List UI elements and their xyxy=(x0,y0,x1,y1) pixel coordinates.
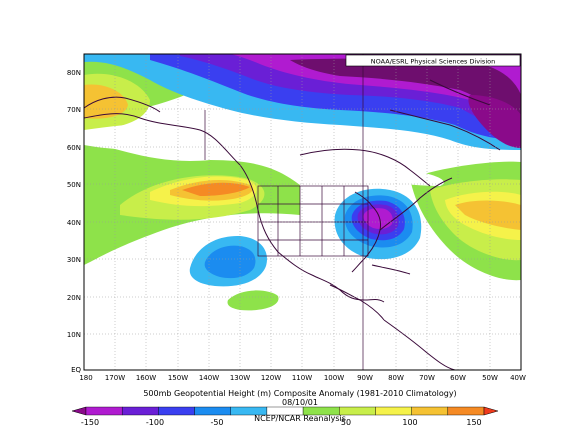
lon-tick-label: 60W xyxy=(450,374,466,382)
greenland-coastline xyxy=(429,79,491,106)
lon-tick-label: 80W xyxy=(388,374,404,382)
lon-tick-label: 180 xyxy=(79,374,92,382)
alaska-coastline xyxy=(84,96,161,113)
lat-tick-label: 20N xyxy=(67,294,81,302)
lat-tick-label: 60N xyxy=(67,144,81,152)
lon-tick-label: 70W xyxy=(419,374,435,382)
lon-tick-label: 110W xyxy=(292,374,312,382)
lon-tick-label: 160W xyxy=(136,374,156,382)
arctic-coastline xyxy=(389,109,501,151)
colorbar-swatch xyxy=(121,406,159,416)
map-title: 500mb Geopotential Height (m) Composite … xyxy=(143,389,456,398)
credit-text: NOAA/ESRL Physical Sciences Division xyxy=(371,58,495,66)
colorbar-swatch xyxy=(85,406,123,416)
lon-axis: 180 170W 160W 150W 140W 130W 120W 110W 1… xyxy=(79,374,526,382)
lon-tick-label: 50W xyxy=(482,374,498,382)
lat-tick-label: 10N xyxy=(67,331,81,339)
lon-tick-label: 40W xyxy=(510,374,526,382)
colorbar-swatch xyxy=(158,406,195,416)
lat-tick-label: 40N xyxy=(67,219,81,227)
graticule xyxy=(84,54,521,370)
negative-anomaly-low xyxy=(363,208,393,229)
colorbar-swatch xyxy=(375,406,412,416)
hudson-coastline xyxy=(299,148,431,187)
neutral-region xyxy=(300,162,444,186)
lon-tick-label: 120W xyxy=(261,374,281,382)
lon-tick-label: 100W xyxy=(324,374,344,382)
lon-tick-label: 170W xyxy=(105,374,125,382)
lon-tick-label: 130W xyxy=(230,374,250,382)
lat-tick-label: 50N xyxy=(67,181,81,189)
positive-anomaly-high xyxy=(182,182,250,196)
lon-tick-label: 150W xyxy=(168,374,188,382)
northeast-coastline xyxy=(379,177,453,231)
colorbar-swatch xyxy=(194,406,231,416)
lat-tick-label: 70N xyxy=(67,106,81,114)
colorbar-label: 150 xyxy=(466,418,481,427)
negative-anomaly-low xyxy=(204,245,256,279)
colorbar-label: -150 xyxy=(81,418,99,427)
colorbar-label: -50 xyxy=(210,418,223,427)
colorbar-label: 100 xyxy=(402,418,417,427)
west-coastline xyxy=(84,113,385,303)
lon-tick-label: 90W xyxy=(357,374,373,382)
lat-axis: EQ 10N 20N 30N 40N 50N 60N 70N 80N xyxy=(67,69,82,374)
negative-anomaly-low xyxy=(290,58,521,115)
lat-tick-label: EQ xyxy=(71,366,81,374)
map-date: 08/10/01 xyxy=(282,398,318,407)
credit-box xyxy=(345,54,521,67)
colorbar xyxy=(71,406,499,416)
lon-tick-label: 140W xyxy=(199,374,219,382)
lat-tick-label: 80N xyxy=(67,69,81,77)
neutral-region xyxy=(84,122,323,159)
colorbar-arrow-low xyxy=(71,406,87,416)
positive-anomaly-high xyxy=(455,200,521,230)
us-outline xyxy=(257,185,369,257)
central-america-coastline xyxy=(329,284,385,321)
colorbar-swatch xyxy=(447,406,485,416)
lat-tick-label: 30N xyxy=(67,256,81,264)
colorbar-swatch xyxy=(411,406,449,416)
south-america-coastline xyxy=(383,319,456,370)
negative-anomaly-low xyxy=(468,95,521,148)
colorbar-arrow-high xyxy=(483,406,499,416)
anomaly-field xyxy=(84,54,521,311)
colorbar-labels: -150 -100 -50 50 100 150 xyxy=(81,418,482,427)
source-label: NCEP/NCAR Reanalysis xyxy=(254,414,346,423)
caribbean-coastline xyxy=(371,264,411,275)
colorbar-label: -100 xyxy=(146,418,164,427)
positive-anomaly-region xyxy=(227,290,279,311)
positive-anomaly-high xyxy=(84,84,128,119)
plot-frame xyxy=(83,53,522,371)
colorbar-label: 50 xyxy=(341,418,351,427)
